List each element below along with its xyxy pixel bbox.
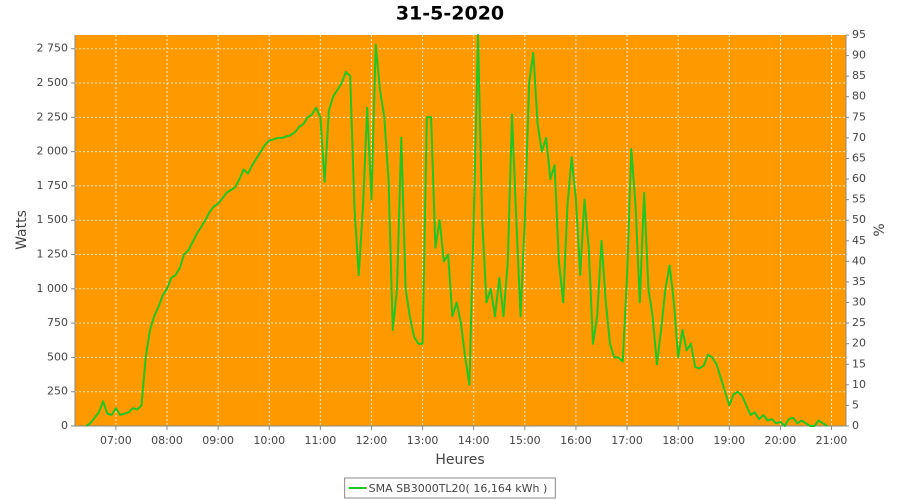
- y-tick-label: 1 250: [37, 248, 69, 261]
- y-tick-label: 500: [47, 350, 68, 363]
- y2-tick-label: 75: [852, 110, 866, 123]
- x-tick-label: 10:00: [253, 434, 285, 447]
- y-tick-label: 2 500: [37, 76, 69, 89]
- legend-box: [344, 477, 556, 499]
- y2-tick-label: 30: [852, 296, 866, 309]
- x-tick-label: 15:00: [509, 434, 541, 447]
- x-tick-label: 18:00: [662, 434, 694, 447]
- y2-tick-label: 80: [852, 90, 866, 103]
- x-axis-title: Heures: [435, 452, 484, 468]
- y2-tick-label: 60: [852, 172, 866, 185]
- legend-label: SMA SB3000TL20( 16,164 kWh ): [369, 482, 548, 495]
- x-tick-label: 19:00: [713, 434, 745, 447]
- x-tick-label: 07:00: [100, 434, 132, 447]
- y-tick-label: 1 000: [37, 282, 69, 295]
- data-line: [85, 34, 828, 427]
- y-tick-label: 1 750: [37, 179, 69, 192]
- x-tick-label: 13:00: [407, 434, 439, 447]
- x-tick-label: 20:00: [765, 434, 797, 447]
- y2-tick-label: 85: [852, 69, 866, 82]
- y2-tick-label: 5: [852, 398, 859, 411]
- y-tick-label: 250: [47, 385, 68, 398]
- y2-tick-label: 45: [852, 234, 866, 247]
- y2-tick-label: 50: [852, 213, 866, 226]
- x-tick-label: 08:00: [151, 434, 183, 447]
- y2-axis-title: %: [872, 223, 888, 236]
- y2-tick-label: 90: [852, 49, 866, 62]
- x-tick-label: 09:00: [202, 434, 234, 447]
- plot-background: [75, 35, 846, 426]
- y2-tick-label: 65: [852, 151, 866, 164]
- chart-title: 31-5-2020: [396, 3, 504, 25]
- legend: SMA SB3000TL20( 16,164 kWh ): [344, 477, 556, 499]
- x-tick-label: 16:00: [560, 434, 592, 447]
- y-tick-label: 0: [61, 419, 68, 432]
- y-tick-label: 750: [47, 316, 68, 329]
- y-axis-title: Watts: [14, 210, 30, 250]
- x-tick-label: 14:00: [458, 434, 490, 447]
- y2-tick-label: 95: [852, 28, 866, 41]
- y2-tick-label: 20: [852, 337, 866, 350]
- y2-tick-label: 35: [852, 275, 866, 288]
- x-tick-label: 21:00: [816, 434, 848, 447]
- y-tick-label: 2 000: [37, 145, 69, 158]
- x-tick-label: 11:00: [305, 434, 337, 447]
- y2-tick-label: 15: [852, 357, 866, 370]
- y-tick-label: 1 500: [37, 213, 69, 226]
- y-tick-label: 2 250: [37, 110, 69, 123]
- y2-tick-label: 70: [852, 131, 866, 144]
- y2-tick-label: 55: [852, 193, 866, 206]
- y2-tick-label: 0: [852, 419, 859, 432]
- x-tick-label: 12:00: [356, 434, 388, 447]
- y2-tick-label: 25: [852, 316, 866, 329]
- x-tick-label: 17:00: [611, 434, 643, 447]
- y-tick-label: 2 750: [37, 42, 69, 55]
- y2-tick-label: 10: [852, 378, 866, 391]
- y2-tick-label: 40: [852, 254, 866, 267]
